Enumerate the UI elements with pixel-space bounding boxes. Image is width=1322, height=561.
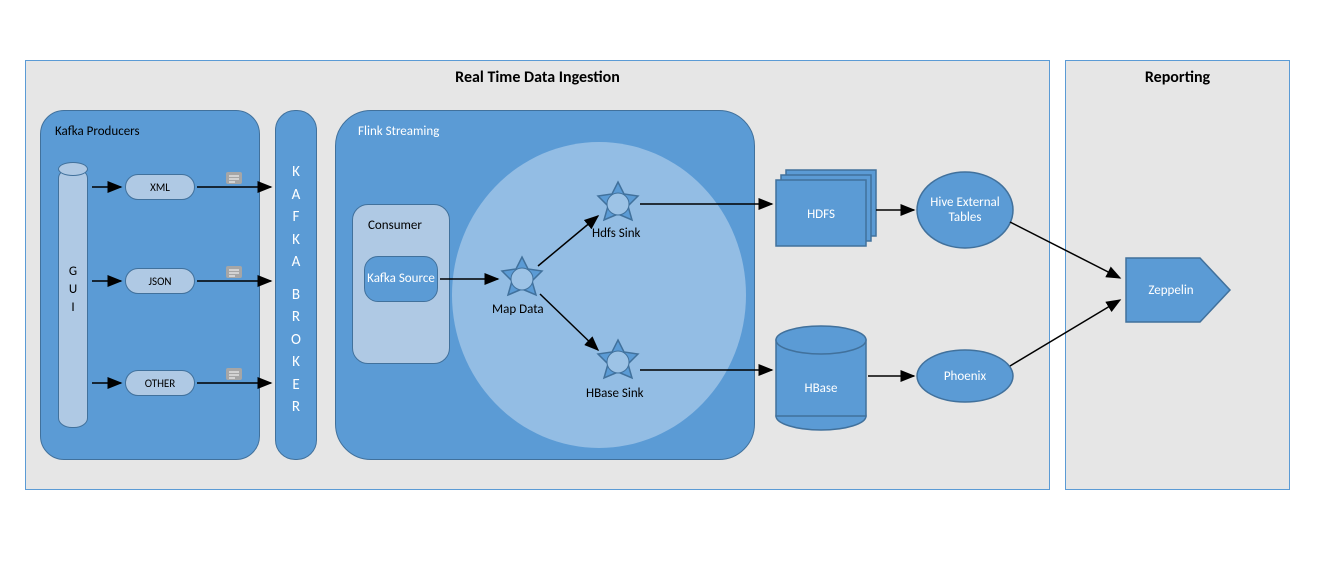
zeppelin-label: Zeppelin (1126, 258, 1216, 322)
operators-ellipse (452, 142, 746, 448)
hdfs-label: HDFS (776, 204, 866, 224)
hbase-sink-label: HBase Sink (586, 386, 644, 401)
producers-title: Kafka Producers (55, 124, 140, 139)
reporting-title: Reporting (1065, 68, 1290, 87)
hdfs-sink-label: Hdfs Sink (592, 226, 640, 241)
hbase-label: HBase (776, 378, 866, 398)
hive-label: Hive External Tables (919, 184, 1011, 238)
gui-top-ellipse (58, 162, 88, 176)
producer-json: JSON (125, 268, 195, 294)
producer-other: OTHER (125, 370, 195, 396)
kafka-broker-label: KAFKA BROKER (275, 140, 317, 440)
flink-title: Flink Streaming (358, 124, 439, 139)
map-data-label: Map Data (492, 302, 544, 317)
gui-label: G U I (58, 250, 88, 330)
kafka-source-node: Kafka Source (364, 256, 438, 302)
producer-xml: XML (125, 174, 195, 200)
phoenix-label: Phoenix (919, 364, 1011, 388)
ingestion-title: Real Time Data Ingestion (25, 68, 1050, 87)
consumer-label: Consumer (368, 218, 422, 233)
